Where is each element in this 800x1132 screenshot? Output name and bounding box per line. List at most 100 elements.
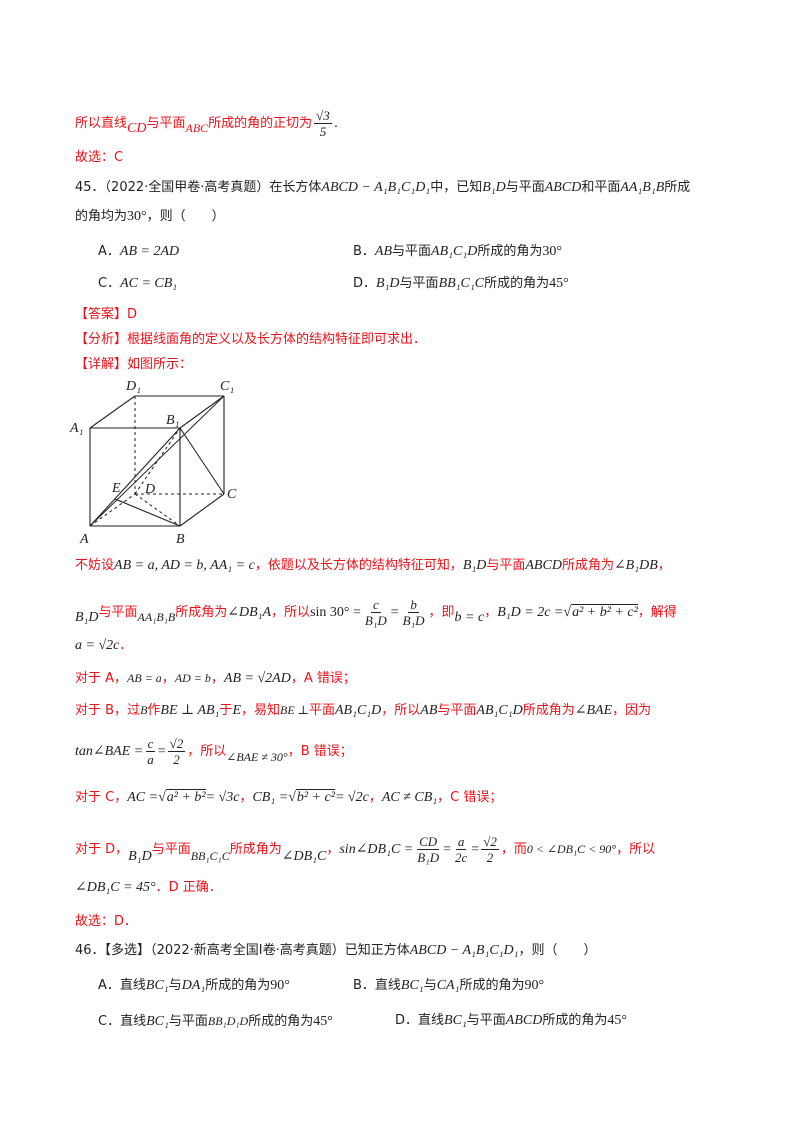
option-label: D．直线 (395, 1013, 445, 1028)
option-b-analysis-2: tan∠BAE = c a = √2 2 ，所以∠BAE ≠ 30°，B 错误； (75, 735, 353, 768)
math: BB₁C₁C (438, 276, 485, 291)
math: CD (127, 121, 147, 136)
fraction: b B₁D (401, 597, 427, 628)
label-c: C (227, 487, 237, 502)
denominator: 5 (319, 124, 327, 139)
math: AA₁B₁B (620, 180, 665, 195)
text: 与平面 (399, 276, 439, 291)
math: BC₁ (146, 1014, 169, 1029)
math: BB₁D₁D (207, 1014, 249, 1028)
solution-line2: B₁D与平面AA₁B₁B所成角为∠DB₁A，所以sin 30° = c B₁D = b B… (75, 596, 677, 629)
math: AB₁C₁D (431, 244, 478, 259)
option-d-analysis: 对于 D，B₁D与平面BB₁C₁C所成角为∠DB₁C，sin∠DB₁C = CD B… (75, 833, 655, 866)
text: （2022·新高考全国Ⅰ卷·高考真题）已知正方体 (150, 943, 410, 958)
math: CA₁ (436, 978, 460, 993)
math: ABCD (544, 180, 582, 195)
math: = √3c (205, 790, 240, 805)
math: BE ⊥ (280, 703, 309, 717)
math: 90° (270, 978, 290, 993)
text: 平面 (308, 703, 335, 718)
math: 45° (313, 1014, 333, 1029)
math: AA₁B₁B (137, 610, 176, 624)
text: 与平面 (98, 605, 138, 620)
denominator: B₁D (364, 613, 387, 628)
option-label: B． (353, 244, 375, 259)
math: AB (420, 703, 438, 718)
text: ，即 (428, 605, 455, 620)
option-label: C． (98, 276, 121, 291)
denominator: B₁D (402, 613, 425, 628)
math: ABC (185, 121, 209, 135)
text: 对于 B，过 (75, 703, 141, 718)
math: B₁D (128, 849, 152, 864)
text: 所成的角的正切为 (208, 116, 313, 131)
math: BE ⊥ AB₁ (160, 703, 220, 718)
label-b1: B₁ (166, 413, 179, 428)
numerator: √3 (314, 108, 332, 124)
detail-line: 【详解】如图所示： (75, 357, 193, 372)
label-d: D (144, 482, 155, 497)
label-e: E (111, 481, 121, 496)
text: 与平面 (392, 244, 432, 259)
fraction: √3 5 (314, 108, 332, 139)
text: 所成角为 (229, 842, 282, 857)
text: 与 (168, 978, 182, 993)
segment-be (114, 498, 181, 527)
text: ， (210, 671, 224, 686)
text: 所成的角为 (484, 276, 550, 291)
math: ∠BAE ≠ 30° (226, 750, 288, 764)
text: 与 (423, 978, 437, 993)
text: ，B 错误； (287, 744, 353, 759)
denominator: B₁D (417, 850, 440, 865)
option-b-analysis: 对于 B，过B作BE ⊥ AB₁于E，易知BE ⊥平面AB₁C₁D，所以AB与平… (75, 700, 651, 721)
denominator: 2c (455, 850, 468, 865)
option-label: B．直线 (353, 978, 401, 993)
math: ∠BAE (574, 703, 613, 718)
q46-option-c: C．直线BC₁与平面BB₁D₁D所成的角为45° (98, 1011, 333, 1032)
text: ， (484, 605, 498, 620)
text: 不妨设 (75, 558, 115, 573)
text: 与平面 (437, 703, 477, 718)
label-d1: D₁ (125, 379, 141, 394)
math: AB (374, 244, 393, 259)
sqrt-sign: √ (563, 605, 572, 620)
math: 90° (524, 978, 545, 993)
math: ABCD − A₁B₁C₁D₁ (321, 180, 431, 195)
cuboid-figure: D₁ C₁ B₁ A₁ E D C A B (69, 379, 237, 546)
q45-option-d: D．B₁D与平面BB₁C₁C所成的角为45° (353, 274, 569, 294)
math: ∠DB₁C (281, 849, 327, 864)
math: AB₁C₁D (334, 703, 382, 718)
text: ，则（ ） (518, 943, 597, 958)
q45-stem-line1: 45．（2022·全国甲卷·高考真题）在长方体ABCD − A₁B₁C₁D₁中，… (75, 178, 690, 198)
segment-b1c (179, 427, 225, 495)
text: ，所以 (381, 703, 421, 718)
denominator: 2 (486, 850, 494, 865)
q46-option-b: B．直线BC₁与CA₁所成的角为90° (353, 976, 544, 996)
q45-option-b: B．AB与平面AB₁C₁D所成的角为30° (353, 242, 562, 262)
math: ∠B₁DB (613, 558, 658, 573)
q46-option-d: D．直线BC₁与平面ABCD所成的角为45° (395, 1011, 627, 1031)
math: B₁D (482, 180, 506, 195)
math: E (232, 703, 241, 718)
edge (89, 395, 136, 429)
numerator: CD (417, 834, 440, 850)
question-number: 45． (75, 180, 105, 195)
text: ，所以 (187, 744, 227, 759)
text: ，因为 (612, 703, 652, 718)
math: AC ≠ CB₁ (381, 790, 438, 805)
math: B₁D (376, 276, 400, 291)
math: ABCD (525, 558, 562, 573)
text: 所以直线 (75, 116, 128, 131)
option-c-analysis: 对于 C，AC =√a² + b²= √3c，CB₁ =√b² + c²= √2… (75, 788, 502, 808)
text: 与平面 (151, 842, 191, 857)
label-a: A (79, 532, 89, 546)
q45-option-a: A．AB = 2AD (98, 242, 179, 262)
answer-line: 【答案】D (75, 307, 138, 322)
math: AC = CB₁ (120, 276, 178, 291)
math: B₁D = 2c = (497, 605, 564, 620)
solution-line1: 不妨设AB = a, AD = b, AA₁ = c，依题以及长方体的结构特征可… (75, 556, 671, 576)
math: AB = 2AD (119, 244, 180, 259)
math: AD = b (174, 671, 211, 685)
sqrt-sign: √ (288, 790, 296, 805)
math: DA₁ (181, 978, 206, 993)
